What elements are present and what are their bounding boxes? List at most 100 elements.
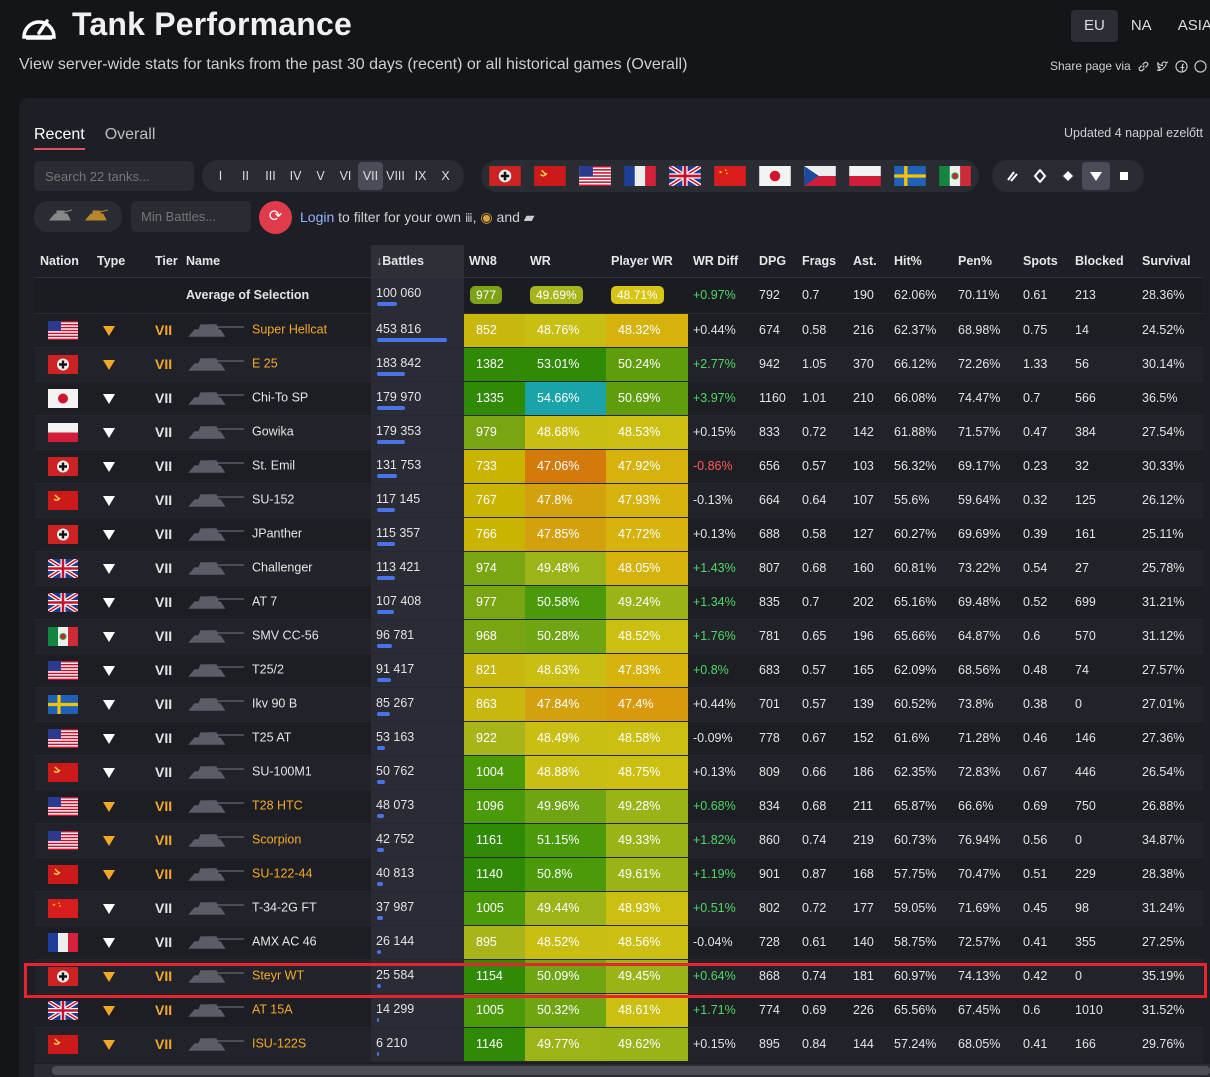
name-cell[interactable]: JPanther [181,517,371,552]
light-tank-type-icon[interactable] [998,162,1026,190]
table-row[interactable]: VII SMV CC-56 96 781 968 50.28% 48.52% +… [35,619,1203,654]
col-pen[interactable]: Pen% [953,245,1018,278]
reddit-icon[interactable] [1194,59,1207,73]
name-cell[interactable]: E 25 [181,347,371,382]
col-hit[interactable]: Hit% [889,245,953,278]
col-name[interactable]: Name [181,245,371,278]
name-cell[interactable]: T25 AT [181,721,371,756]
nation-china-flag-icon[interactable] [714,166,746,186]
table-row[interactable]: VII T25/2 91 417 821 48.63% 47.83% +0.8%… [35,653,1203,688]
col-blocked[interactable]: Blocked [1070,245,1137,278]
name-cell[interactable]: T-34-2G FT [181,891,371,926]
name-cell[interactable]: SMV CC-56 [181,619,371,654]
min-battles-input[interactable] [131,201,251,232]
region-eu[interactable]: EU [1071,10,1118,42]
table-row[interactable]: VII Scorpion 42 752 1161 51.15% 49.33% +… [35,823,1203,858]
name-cell[interactable]: Gowika [181,415,371,450]
table-row[interactable]: VII SU-100M1 50 762 1004 48.88% 48.75% +… [35,755,1203,790]
col-wn8[interactable]: WN8 [464,245,525,278]
col-wr-diff[interactable]: WR Diff [688,245,754,278]
name-cell[interactable]: Ikv 90 B [181,687,371,722]
name-cell[interactable]: SU-122-44 [181,857,371,892]
horizontal-scrollbar[interactable] [34,1064,1210,1077]
name-cell[interactable]: AT 7 [181,585,371,620]
tab-recent[interactable]: Recent [34,126,85,150]
link-icon[interactable] [1137,60,1150,73]
nation-japan-flag-icon[interactable] [759,166,791,186]
twitter-icon[interactable] [1156,60,1169,73]
col-spots[interactable]: Spots [1018,245,1070,278]
table-row[interactable]: VII Gowika 179 353 979 48.68% 48.53% +0.… [35,415,1203,450]
nation-italy-flag-icon[interactable] [939,166,971,186]
table-row[interactable]: VII Super Hellcat 453 816 852 48.76% 48.… [35,313,1203,348]
nation-poland-flag-icon[interactable] [849,166,881,186]
col-assist[interactable]: Ast. [848,245,889,278]
col-dpg[interactable]: DPG [754,245,797,278]
col-survival[interactable]: Survival [1137,245,1203,278]
tier-7-button[interactable]: VII [358,162,383,190]
scrollbar-thumb[interactable] [52,1066,1210,1075]
tier-6-button[interactable]: VI [339,169,352,183]
table-row[interactable]: VII SU-152 117 145 767 47.8% 47.93% -0.1… [35,483,1203,518]
refresh-login-button[interactable]: ⟳ [259,201,292,234]
medium-tank-type-icon[interactable] [1026,162,1054,190]
name-cell[interactable]: Scorpion [181,823,371,858]
stock-tank-icon[interactable] [47,208,73,226]
name-cell[interactable]: Chi-To SP [181,381,371,416]
name-cell[interactable]: AMX AC 46 [181,925,371,960]
facebook-icon[interactable] [1175,59,1188,73]
table-row[interactable]: VII AT 7 107 408 977 50.58% 49.24% +1.34… [35,585,1203,620]
table-row[interactable]: VII ISU-122S 6 210 1146 49.77% 49.62% +0… [35,1027,1203,1062]
col-type[interactable]: Type [92,245,150,278]
name-cell[interactable]: Steyr WT [181,959,371,994]
spg-type-icon[interactable] [1110,162,1138,190]
tier-2-button[interactable]: II [242,169,249,183]
tab-overall[interactable]: Overall [104,126,156,143]
tier-10-button[interactable]: X [441,169,450,183]
col-player-wr[interactable]: Player WR [606,245,688,278]
nation-ussr-flag-icon[interactable] [534,166,566,186]
table-row[interactable]: VII Steyr WT 25 584 1154 50.09% 49.45% +… [35,959,1203,994]
tier-8-button[interactable]: VIII [386,169,405,183]
name-cell[interactable]: Challenger [181,551,371,586]
elite-tank-icon[interactable] [83,208,109,226]
name-cell[interactable]: ISU-122S [181,1027,371,1062]
table-row[interactable]: VII T-34-2G FT 37 987 1005 49.44% 48.93%… [35,891,1203,926]
region-na[interactable]: NA [1130,17,1152,34]
tier-3-button[interactable]: III [265,169,276,183]
tier-5-button[interactable]: V [316,169,325,183]
col-wr[interactable]: WR [525,245,606,278]
table-row[interactable]: VII AT 15A 14 299 1005 50.32% 48.61% +1.… [35,993,1203,1028]
table-row[interactable]: VII T28 HTC 48 073 1096 49.96% 49.28% +0… [35,789,1203,824]
nation-france-flag-icon[interactable] [624,166,656,186]
table-row[interactable]: VII AMX AC 46 26 144 895 48.52% 48.56% -… [35,925,1203,960]
nation-czech-flag-icon[interactable] [804,166,836,186]
table-row[interactable]: VII SU-122-44 40 813 1140 50.8% 49.61% +… [35,857,1203,892]
heavy-tank-type-icon[interactable] [1054,162,1082,190]
nation-sweden-flag-icon[interactable] [894,166,926,186]
table-row[interactable]: VII Chi-To SP 179 970 1335 54.66% 50.69%… [35,381,1203,416]
nation-germany-flag-icon[interactable] [489,166,521,186]
name-cell[interactable]: T28 HTC [181,789,371,824]
tier-1-button[interactable]: I [218,169,223,183]
name-cell[interactable]: Super Hellcat [181,313,371,348]
table-row[interactable]: VII JPanther 115 357 766 47.85% 47.72% +… [35,517,1203,552]
tank-search-input[interactable] [34,161,194,191]
nation-uk-flag-icon[interactable] [669,166,701,186]
name-cell[interactable]: T25/2 [181,653,371,688]
col-frags[interactable]: Frags [797,245,848,278]
name-cell[interactable]: AT 15A [181,993,371,1028]
name-cell[interactable]: SU-100M1 [181,755,371,790]
table-row[interactable]: VII Challenger 113 421 974 49.48% 48.05%… [35,551,1203,586]
name-cell[interactable]: SU-152 [181,483,371,518]
table-row[interactable]: VII E 25 183 842 1382 53.01% 50.24% +2.7… [35,347,1203,382]
login-link[interactable]: Login [300,209,335,225]
col-battles[interactable]: ↓Battles [371,245,464,278]
table-row[interactable]: VII St. Emil 131 753 733 47.06% 47.92% -… [35,449,1203,484]
col-nation[interactable]: Nation [35,245,92,278]
nation-usa-flag-icon[interactable] [579,166,611,186]
table-row[interactable]: VII T25 AT 53 163 922 48.49% 48.58% -0.0… [35,721,1203,756]
tier-4-button[interactable]: IV [289,169,302,183]
col-tier[interactable]: Tier [150,245,181,278]
name-cell[interactable]: St. Emil [181,449,371,484]
